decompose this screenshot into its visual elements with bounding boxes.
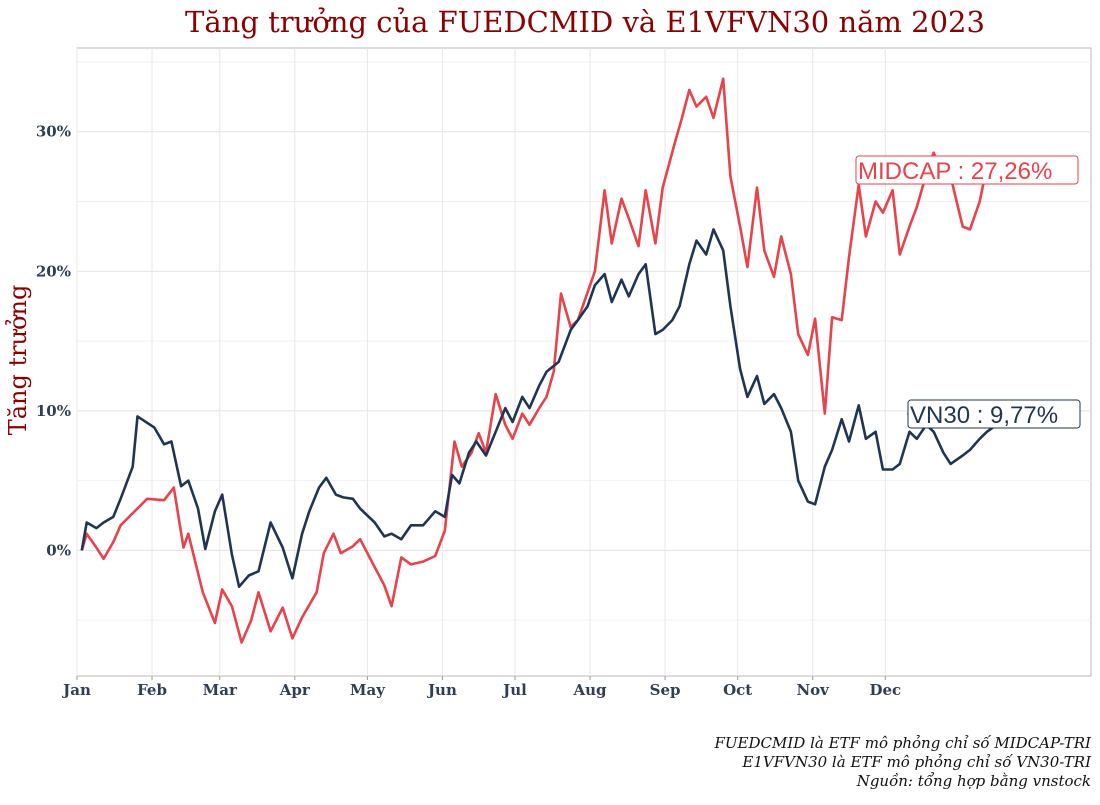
y-axis-ticks: 0% 10% 20% 30% — [36, 123, 71, 560]
x-tick-label: May — [350, 681, 386, 699]
series-line-vn30 — [80, 228, 1017, 588]
grid-lines — [76, 48, 1091, 676]
end-label-midcap: MIDCAP : 27,26% — [858, 158, 1052, 185]
caption-line: E1VFVN30 là ETF mô phỏng chỉ số VN30-TRI — [741, 753, 1092, 771]
x-tick-label: Jun — [426, 681, 457, 699]
x-axis-ticks: Jan Feb Mar Apr May Jun Jul Aug Sep Oct Nov Dec — [61, 676, 901, 699]
x-tick-label: Sep — [650, 681, 681, 699]
end-label-box-vn30 — [907, 399, 1081, 429]
plot-border — [76, 47, 1092, 677]
x-tick-label: Apr — [279, 681, 311, 699]
end-label-vn30: VN30 : 9,77% — [910, 402, 1058, 429]
y-axis-title: Tăng trưởng — [4, 285, 32, 436]
caption-line: Nguồn: tổng hợp bằng vnstock — [856, 772, 1091, 790]
series-lines — [80, 77, 1017, 644]
x-tick-label: Dec — [869, 681, 901, 699]
x-tick-label: Feb — [137, 681, 167, 699]
x-tick-label: Mar — [203, 681, 238, 699]
caption: FUEDCMID là ETF mô phỏng chỉ số MIDCAP-T… — [714, 734, 1093, 790]
chart-title: Tăng trưởng của FUEDCMID và E1VFVN30 năm… — [185, 5, 985, 39]
x-tick-label: Aug — [573, 681, 608, 699]
x-tick-label: Jul — [501, 681, 527, 699]
x-tick-label: Nov — [796, 681, 830, 699]
x-tick-label: Oct — [723, 681, 752, 699]
y-tick-label: 30% — [36, 123, 71, 141]
end-labels: MIDCAP : 27,26% VN30 : 9,77% — [855, 155, 1081, 429]
y-tick-label: 0% — [46, 541, 71, 559]
y-tick-label: 10% — [36, 402, 71, 420]
plot-area — [76, 47, 1092, 677]
x-tick-label: Jan — [61, 681, 91, 699]
caption-line: FUEDCMID là ETF mô phỏng chỉ số MIDCAP-T… — [714, 734, 1093, 752]
end-label-box-midcap — [855, 155, 1079, 185]
y-tick-label: 20% — [36, 262, 71, 280]
